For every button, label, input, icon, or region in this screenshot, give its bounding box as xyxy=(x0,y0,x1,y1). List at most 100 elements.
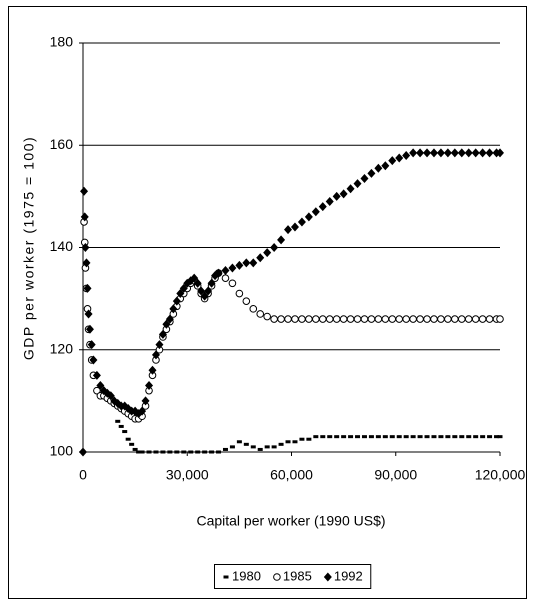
point xyxy=(222,447,228,451)
x-tick-label: 0 xyxy=(79,467,87,483)
y-tick-label: 120 xyxy=(50,340,74,356)
point xyxy=(346,184,355,194)
point xyxy=(436,148,445,158)
x-tick-label: 60,000 xyxy=(270,467,313,483)
point xyxy=(306,437,312,441)
point xyxy=(348,435,354,439)
point xyxy=(374,315,383,323)
point xyxy=(141,396,150,406)
point xyxy=(410,435,416,439)
x-tick-label: 120,000 xyxy=(475,467,526,483)
point xyxy=(360,173,369,183)
point xyxy=(423,148,432,158)
point xyxy=(403,435,409,439)
point xyxy=(320,435,326,439)
legend-marker xyxy=(223,575,229,579)
point xyxy=(235,260,244,270)
point xyxy=(471,315,480,323)
point xyxy=(402,315,410,323)
point xyxy=(169,304,178,314)
point xyxy=(367,315,376,323)
point xyxy=(496,315,504,323)
point xyxy=(464,315,473,323)
point xyxy=(181,450,187,454)
point xyxy=(153,450,159,454)
legend-label: 1980 xyxy=(232,568,261,583)
point xyxy=(416,315,424,323)
x-tick-label: 90,000 xyxy=(374,467,417,483)
point xyxy=(96,381,105,391)
point xyxy=(381,315,390,323)
point xyxy=(242,297,251,305)
point xyxy=(367,168,376,178)
legend-box xyxy=(214,564,372,589)
point xyxy=(452,435,458,439)
series xyxy=(79,148,504,457)
point xyxy=(228,263,237,273)
point xyxy=(480,435,486,439)
legend: 1980 1985 1992 xyxy=(214,564,372,589)
point xyxy=(256,310,265,318)
point xyxy=(243,442,249,446)
point xyxy=(368,435,374,439)
point xyxy=(445,435,451,439)
point xyxy=(162,319,171,329)
point xyxy=(165,314,174,324)
point xyxy=(478,315,487,323)
point xyxy=(151,350,160,360)
legend-marker xyxy=(323,572,332,582)
chart-frame xyxy=(8,6,527,599)
y-tick-label: 140 xyxy=(50,238,74,254)
point xyxy=(174,450,180,454)
point xyxy=(298,315,306,323)
point xyxy=(389,435,395,439)
point xyxy=(374,163,383,173)
point xyxy=(200,291,209,301)
point xyxy=(375,435,381,439)
point xyxy=(190,273,199,283)
point xyxy=(388,315,397,323)
point xyxy=(325,196,334,206)
point xyxy=(85,324,94,334)
point xyxy=(236,440,242,444)
point xyxy=(353,315,362,323)
point xyxy=(270,315,278,323)
point xyxy=(339,189,348,199)
point xyxy=(79,447,87,457)
point xyxy=(292,440,298,444)
point xyxy=(466,435,472,439)
point xyxy=(82,258,91,268)
point xyxy=(334,435,340,439)
point xyxy=(277,235,286,245)
point xyxy=(271,445,277,449)
point xyxy=(346,315,355,323)
point xyxy=(487,435,493,439)
point xyxy=(179,283,188,293)
point xyxy=(207,278,216,288)
y-tick-label: 160 xyxy=(50,136,74,152)
point xyxy=(87,340,96,350)
point xyxy=(188,450,194,454)
point xyxy=(167,450,173,454)
point xyxy=(471,148,480,158)
point xyxy=(332,315,341,323)
point xyxy=(256,253,265,263)
point xyxy=(172,296,181,306)
point xyxy=(158,329,167,339)
point xyxy=(360,315,369,323)
point xyxy=(325,315,334,323)
point xyxy=(438,435,444,439)
point xyxy=(457,315,466,323)
point xyxy=(311,207,320,217)
point xyxy=(132,447,138,451)
point xyxy=(450,148,459,158)
point xyxy=(382,435,388,439)
point xyxy=(290,222,299,232)
x-tick-label: 30,000 xyxy=(166,467,209,483)
point xyxy=(431,435,437,439)
y-axis-label: GDP per worker (1975 = 100) xyxy=(21,136,37,360)
point xyxy=(83,283,92,293)
point xyxy=(125,437,131,441)
point xyxy=(148,365,157,375)
